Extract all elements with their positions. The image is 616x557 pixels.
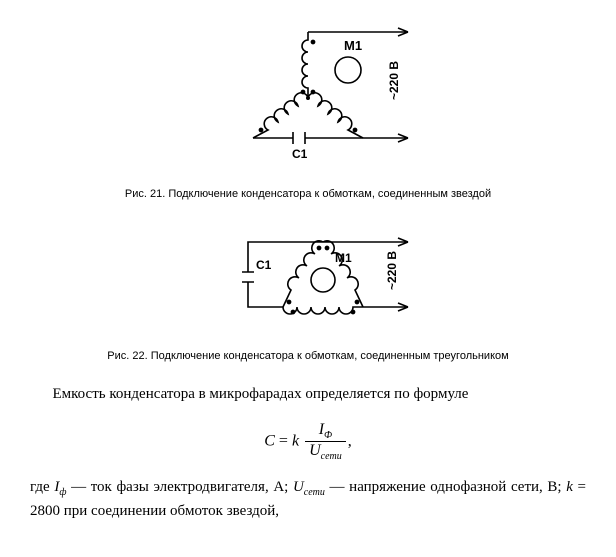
- body-text: Емкость конденсатора в микрофарадах опре…: [30, 384, 586, 522]
- figure-22-caption: Рис. 22. Подключение конденсатора к обмо…: [30, 350, 586, 362]
- figure-21-caption: Рис. 21. Подключение конденсатора к обмо…: [30, 188, 586, 200]
- figure-21: M1 C1 ~220 В: [30, 20, 586, 170]
- figure-21-svg: M1 C1 ~220 В: [193, 20, 423, 170]
- fig22-voltage-label: ~220 В: [385, 251, 399, 290]
- paragraph-2: где Iф — ток фазы электродвигателя, А; U…: [30, 477, 586, 522]
- figure-22: M1 C1 ~220 В: [30, 222, 586, 332]
- capacitance-formula: C = k IФ Ucemu ,: [30, 421, 586, 462]
- fig21-c1-label: C1: [292, 147, 308, 161]
- fig22-m1-label: M1: [335, 251, 352, 265]
- fig21-voltage-label: ~220 В: [387, 61, 401, 100]
- fig21-m1-label: M1: [344, 38, 362, 53]
- fig22-c1-label: C1: [256, 258, 272, 272]
- figure-22-svg: M1 C1 ~220 В: [193, 222, 423, 332]
- paragraph-1: Емкость конденсатора в микрофарадах опре…: [30, 384, 586, 406]
